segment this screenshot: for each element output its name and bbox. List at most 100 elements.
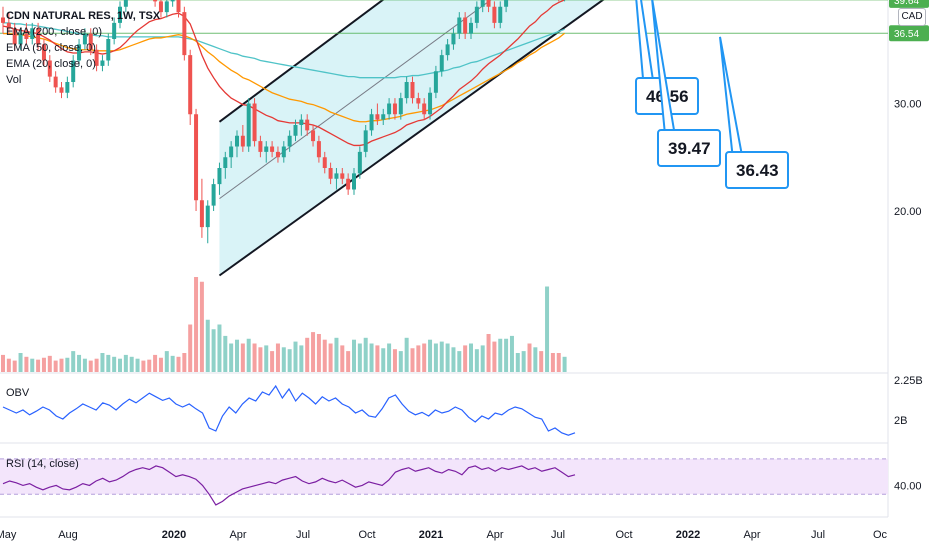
candle-body xyxy=(118,6,122,23)
volume-bar xyxy=(486,334,491,372)
horizontal-levels xyxy=(0,0,888,34)
candle-body xyxy=(381,114,386,120)
obv-tick-label: 2B xyxy=(894,415,907,427)
rsi-label: RSI (14, close) xyxy=(6,458,79,470)
legend-ema50: EMA (50, close, 0) xyxy=(6,42,96,54)
candle-body xyxy=(346,178,351,190)
volume-bar xyxy=(47,355,52,372)
volume-bar xyxy=(12,360,17,372)
candle-body xyxy=(182,12,187,56)
volume-bar xyxy=(41,357,46,372)
candle-body xyxy=(229,146,234,158)
ema200-line xyxy=(3,22,565,79)
volume-bar xyxy=(463,345,468,372)
x-tick-label: Oc xyxy=(873,529,888,541)
volume-bar xyxy=(88,360,93,372)
volume-bar xyxy=(252,343,257,372)
candle-body xyxy=(106,39,111,61)
volume-bar xyxy=(123,354,128,372)
candle-body xyxy=(176,0,181,13)
x-tick-label: Apr xyxy=(486,529,503,541)
candle-body xyxy=(65,82,70,93)
volume-bar xyxy=(100,353,105,372)
candle-body xyxy=(311,130,316,142)
volume-bar xyxy=(135,358,140,372)
chart-legend: CDN NATURAL RES, 1W, TSX EMA (200, close… xyxy=(6,8,160,88)
candle-body xyxy=(123,0,128,7)
x-tick-label: Jul xyxy=(551,529,565,541)
volume-bar xyxy=(346,351,351,372)
price-badge-label: 39.64 xyxy=(894,0,919,7)
volume-bar xyxy=(387,343,392,372)
volume-bar xyxy=(118,358,122,372)
volume-bar xyxy=(369,343,374,372)
candle-body xyxy=(6,22,11,29)
volume-bar xyxy=(352,339,356,372)
time-axis[interactable]: May Aug 2020 Apr Jul Oct 2021 Apr Jul Oct 2022 Apr J… xyxy=(0,529,888,541)
volume-bar xyxy=(36,359,41,372)
volume-bar xyxy=(492,341,497,372)
candle-body xyxy=(428,92,433,115)
volume-bar xyxy=(545,286,550,372)
volume-bar xyxy=(439,341,444,372)
candle-body xyxy=(299,119,304,125)
volume-bar xyxy=(451,347,456,372)
volume-bar xyxy=(392,349,397,372)
x-tick-label: 2020 xyxy=(162,529,186,541)
volume-bar xyxy=(275,343,280,372)
candle-body xyxy=(235,135,239,147)
candle-body xyxy=(53,76,58,88)
candle-body xyxy=(352,173,356,190)
volume-bar xyxy=(299,345,304,372)
callout-pointer xyxy=(651,0,681,167)
candle-body xyxy=(211,184,216,206)
candle-body xyxy=(322,157,327,168)
volume-bar xyxy=(469,343,473,372)
candle-body xyxy=(252,103,257,142)
candle-body xyxy=(77,44,82,61)
volume-bar xyxy=(182,353,187,372)
candle-body xyxy=(498,6,503,23)
currency-button[interactable]: CAD xyxy=(898,8,926,26)
callout-box xyxy=(725,151,789,189)
volume-bar xyxy=(77,354,82,372)
candle-body xyxy=(1,17,5,23)
volume-bar xyxy=(340,345,345,372)
candle-body xyxy=(88,33,93,50)
volume-bar xyxy=(416,345,421,372)
volume-bar xyxy=(1,354,5,372)
candle-body xyxy=(340,173,345,179)
x-tick-label: Apr xyxy=(229,529,246,541)
volume-bar xyxy=(457,351,462,372)
price-badge xyxy=(889,0,929,8)
channel-lower-line xyxy=(218,0,605,277)
volume-bar xyxy=(240,343,245,372)
candle-body xyxy=(30,28,35,39)
volume-bar xyxy=(287,349,292,372)
candle-body xyxy=(410,82,415,99)
price-axis[interactable]: 60.0050.0040.0030.0020.0046.56CNQ40.9539… xyxy=(858,0,929,218)
volume-bar xyxy=(398,351,403,372)
candle-body xyxy=(422,103,427,115)
volume-bar xyxy=(375,345,380,372)
candle-body xyxy=(199,200,204,228)
candle-body xyxy=(463,17,468,34)
candle-body xyxy=(486,0,491,7)
volume-bar xyxy=(147,359,152,372)
price-badge xyxy=(889,25,929,42)
candle-body xyxy=(258,141,263,152)
candle-body xyxy=(82,33,87,45)
x-tick-label: Apr xyxy=(743,529,760,541)
volume-bar xyxy=(521,351,526,372)
candle-body xyxy=(275,151,280,158)
volume-bar xyxy=(363,337,368,372)
volume-bar xyxy=(422,343,427,372)
x-tick-label: 2022 xyxy=(676,529,700,541)
candle-body xyxy=(47,60,52,77)
x-tick-label: Aug xyxy=(58,529,78,541)
channel-upper-line xyxy=(218,0,385,123)
candle-body xyxy=(24,33,29,39)
obv-label: OBV xyxy=(6,387,30,399)
candle-body xyxy=(416,98,421,104)
